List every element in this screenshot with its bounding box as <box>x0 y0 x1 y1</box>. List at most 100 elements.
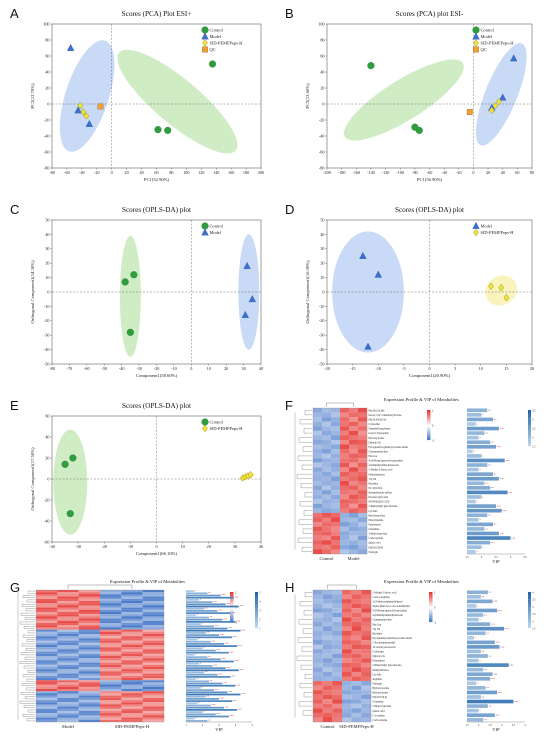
metabolite-label: Pyroglutamyl-glutamyl-proline amide <box>369 446 409 449</box>
vip-bar <box>186 596 234 599</box>
legend-label: Control <box>481 28 495 33</box>
heatmap-cell <box>78 686 101 690</box>
significance-mark: ** <box>491 487 494 490</box>
heatmap-cell <box>322 681 333 686</box>
heatmap-cell <box>358 476 368 482</box>
vip-bar <box>186 676 231 678</box>
heatmap-cell <box>358 526 368 532</box>
heatmap-cell <box>36 607 58 610</box>
heatmap-cell <box>313 526 323 532</box>
significance-mark: * <box>482 496 484 499</box>
heatmap-cell <box>340 444 350 450</box>
metabolite-label: Phe.Ile.Gly.His <box>369 409 385 412</box>
heatmap-cell <box>142 656 165 659</box>
heatmap-cell <box>100 607 122 610</box>
heatmap-cell <box>142 590 165 593</box>
color-scale-step <box>230 601 234 603</box>
heatmap-cell <box>100 669 122 672</box>
significance-mark: *** <box>226 667 231 670</box>
heatmap-cell <box>142 715 165 718</box>
heatmap-cell <box>36 636 58 639</box>
heatmap-cell <box>78 623 101 626</box>
heatmap-cell <box>313 708 323 713</box>
data-point-triangle <box>364 342 372 350</box>
vip-bar <box>467 663 509 667</box>
significance-mark: ** <box>207 632 210 635</box>
heatmap-cell <box>57 689 79 692</box>
legend-label: QC <box>481 47 487 52</box>
vip-bar <box>467 640 495 645</box>
vip-bar <box>186 594 221 597</box>
heatmap-cell <box>78 625 101 628</box>
vip-color-step <box>255 608 258 612</box>
vip-bar <box>186 706 224 709</box>
significance-mark: ** <box>489 705 492 708</box>
significance-mark: * <box>482 414 484 417</box>
heatmap-cell <box>313 649 323 654</box>
y-tick-label: 10 <box>45 275 49 280</box>
x-tick-label: 10 <box>181 544 185 549</box>
confidence-ellipse-0 <box>332 231 404 353</box>
vip-bar <box>186 662 200 665</box>
vip-bar <box>467 704 488 708</box>
heatmap-cell <box>322 476 332 482</box>
dendrogram-branch <box>25 608 35 612</box>
significance-mark: * <box>203 647 205 650</box>
vip-bar <box>186 643 224 645</box>
heatmap-cell <box>349 499 359 504</box>
heatmap-cell <box>331 540 341 545</box>
heatmap-cell <box>36 616 58 619</box>
heatmap-cell <box>57 627 79 630</box>
heatmap-cell <box>322 617 333 622</box>
metabolite-label: Glutamine <box>373 701 385 704</box>
heatmap-cell <box>78 711 101 714</box>
y-tick-label: -30 <box>319 333 325 338</box>
heatmap-cell <box>100 603 122 606</box>
vip-color-step <box>528 620 531 624</box>
heatmap-cell <box>57 667 79 670</box>
heatmap-cell <box>313 590 323 595</box>
color-scale-step <box>429 613 433 615</box>
metabolite-label: 13-Acetoxyresveratrol <box>373 646 397 649</box>
heatmap-cell <box>313 630 323 636</box>
heatmap-frame <box>35 589 165 723</box>
color-scale-step <box>429 596 433 599</box>
heatmap-cell <box>100 662 122 665</box>
color-scale-label: 0 <box>235 607 237 610</box>
heatmap-cell <box>358 444 368 450</box>
y-axis-label: Orthogonal Component1(14.30%) <box>30 260 35 323</box>
heatmap-cell <box>313 644 323 650</box>
heatmap-cell <box>78 631 101 635</box>
pca-plot-esi-positive: Scores (PCA) Plot ESI+ -80 -60 -40 -20 0 20 40 6… <box>30 10 264 182</box>
metabolite-label: Naringin <box>373 682 383 685</box>
heatmap-cell <box>358 535 368 541</box>
heatmap-cell <box>322 462 332 468</box>
heatmap-cell <box>358 426 368 431</box>
y-tick-label: 0 <box>322 101 324 106</box>
heatmap-cell <box>358 503 368 509</box>
heatmap-cell <box>351 708 362 713</box>
color-scale-step <box>429 617 433 620</box>
dendrogram-branch <box>304 492 312 498</box>
heatmap-cell <box>349 408 359 413</box>
heatmap-cell <box>36 605 58 608</box>
vip-bar <box>186 691 228 694</box>
vip-bar <box>467 672 493 677</box>
x-tick-label: -140 <box>367 170 375 175</box>
heatmap-cell <box>313 408 323 413</box>
color-scale-step <box>230 604 234 606</box>
heatmap-cell <box>36 704 58 707</box>
heatmap-cell <box>78 700 101 703</box>
heatmap-cell <box>340 476 350 482</box>
heatmap-cell <box>57 664 79 668</box>
heatmap-cell <box>142 601 165 604</box>
y-tick-label: 80 <box>45 37 49 42</box>
heatmap-cell <box>57 686 79 690</box>
vip-color-step <box>528 426 531 430</box>
dendrogram-branch <box>22 674 35 678</box>
color-scale-step <box>429 599 433 602</box>
heatmap-cell <box>36 673 58 676</box>
heatmap-cell <box>313 544 323 550</box>
color-scale-step <box>427 432 431 435</box>
heatmap-cell <box>332 690 343 695</box>
